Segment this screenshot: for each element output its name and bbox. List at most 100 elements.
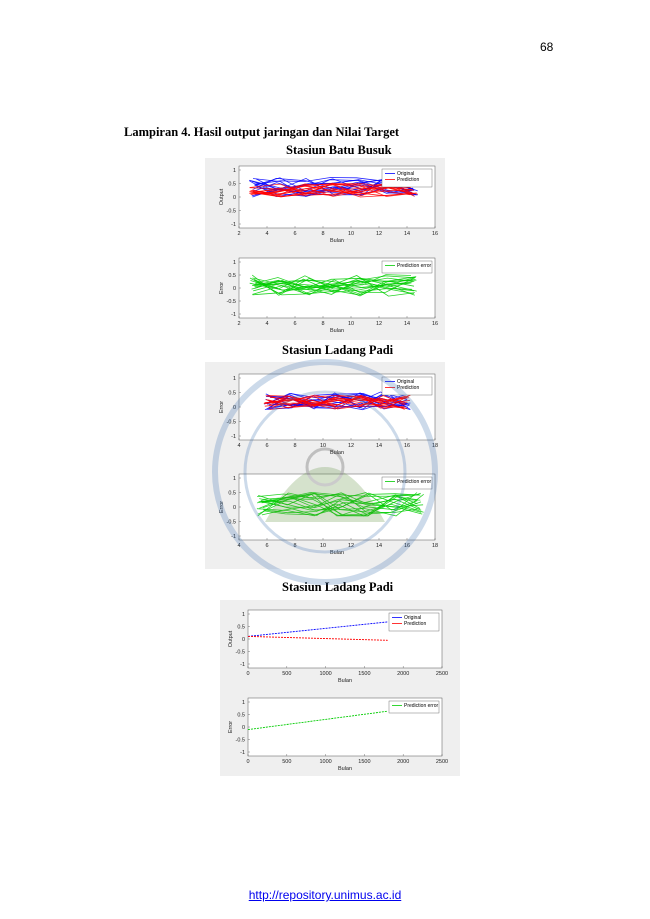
x-tick-label: 1000: [319, 759, 331, 765]
series-line: [249, 183, 411, 197]
section-title-ladang-padi-1: Stasiun Ladang Padi: [282, 343, 394, 357]
series-line: [261, 496, 418, 517]
y-tick-label: 1: [233, 168, 236, 174]
x-tick-label: 12: [348, 443, 354, 449]
y-tick-label: -0.5: [227, 299, 236, 305]
y-tick-label: 0: [233, 286, 236, 292]
x-tick-label: 12: [376, 231, 382, 237]
x-tick-label: 10: [348, 321, 354, 327]
legend-box: [381, 260, 433, 274]
x-tick-label: 4: [237, 543, 240, 549]
x-tick-label: 16: [404, 443, 410, 449]
x-tick-label: 6: [293, 231, 296, 237]
legend-entry: Prediction: [397, 385, 419, 391]
x-tick-label: 14: [404, 321, 410, 327]
page-number: 68: [540, 40, 554, 54]
x-tick-label: 12: [348, 543, 354, 549]
y-tick-label: -0.5: [227, 520, 236, 526]
y-axis-label: Output: [228, 630, 234, 647]
series-line: [268, 395, 405, 406]
series-line: [247, 710, 388, 731]
x-tick-label: 4: [237, 443, 240, 449]
x-tick-label: 10: [348, 231, 354, 237]
y-tick-label: -1: [240, 662, 245, 668]
x-tick-label: 14: [376, 543, 382, 549]
y-axis-label: Error: [219, 401, 225, 413]
series-line: [254, 274, 412, 289]
legend-entry: Original: [404, 615, 421, 621]
x-tick-label: 1500: [358, 759, 370, 765]
x-tick-label: 14: [376, 443, 382, 449]
series-line: [265, 395, 409, 409]
y-tick-label: 1: [242, 700, 245, 706]
y-axis-label: Error: [219, 282, 225, 294]
y-tick-label: 0.5: [228, 391, 236, 397]
x-tick-label: 4: [265, 231, 268, 237]
series-line: [249, 189, 414, 198]
x-tick-label: 6: [265, 543, 268, 549]
x-tick-label: 16: [404, 543, 410, 549]
series-line: [247, 621, 388, 637]
series-line: [255, 279, 416, 296]
x-tick-label: 6: [293, 321, 296, 327]
x-tick-label: 0: [246, 759, 249, 765]
section-title-batu-busuk: Stasiun Batu Busuk: [286, 143, 392, 157]
x-tick-label: 500: [282, 671, 291, 677]
y-tick-label: -0.5: [227, 420, 236, 426]
series-line: [270, 397, 408, 408]
x-tick-label: 8: [321, 321, 324, 327]
legend-entry: Prediction error: [404, 703, 439, 709]
series-line: [262, 492, 418, 516]
legend-entry: Original: [397, 171, 414, 177]
y-axis-label: Output: [219, 188, 225, 205]
series-line: [257, 492, 422, 517]
y-tick-label: 0: [233, 505, 236, 511]
series-line: [247, 635, 388, 641]
x-tick-label: 10: [320, 443, 326, 449]
x-tick-label: 2000: [397, 671, 409, 677]
y-tick-label: -0.5: [236, 738, 245, 744]
x-axis-label: Bulan: [330, 328, 344, 334]
x-tick-label: 2: [237, 321, 240, 327]
legend-box: [381, 476, 433, 490]
series-line: [254, 185, 412, 195]
y-axis-label: Error: [228, 721, 234, 733]
x-tick-label: 1000: [319, 671, 331, 677]
series-line: [252, 277, 415, 296]
x-tick-label: 10: [320, 543, 326, 549]
x-tick-label: 500: [282, 759, 291, 765]
figure-ladang-padi-2: 0 500 1000 1500 2000 2500 1 0.5 0 -0.5 -1 Bulan Outp…: [220, 600, 460, 776]
appendix-heading: Lampiran 4. Hasil output jaringan dan Ni…: [124, 125, 400, 139]
y-tick-label: 0: [233, 405, 236, 411]
legend-entry: Prediction error: [397, 479, 432, 485]
y-tick-label: 1: [233, 376, 236, 382]
series-line: [259, 491, 421, 509]
series-line: [256, 498, 422, 517]
x-axis-label: Bulan: [338, 766, 352, 772]
series-line: [263, 492, 421, 517]
series-line: [254, 278, 417, 295]
repository-link[interactable]: http://repository.unimus.ac.id: [248, 888, 402, 902]
x-tick-label: 2500: [436, 671, 448, 677]
y-axis-label: Error: [219, 501, 225, 513]
y-tick-label: -0.5: [227, 209, 236, 215]
series-line: [259, 493, 424, 517]
x-axis-label: Bulan: [338, 678, 352, 684]
series-line: [257, 492, 420, 504]
series-line: [260, 494, 421, 508]
x-tick-label: 4: [265, 321, 268, 327]
x-tick-label: 12: [376, 321, 382, 327]
x-tick-label: 8: [293, 543, 296, 549]
series-line: [261, 492, 420, 513]
figure-batu-busuk: 2 4 6 8 10 12 14 16 1 0.5 0 -0.5 -1 Bulan Output Origin…: [205, 158, 445, 340]
series-line: [255, 276, 417, 288]
y-tick-label: -1: [231, 312, 236, 318]
x-tick-label: 0: [246, 671, 249, 677]
y-tick-label: 0: [242, 725, 245, 731]
x-tick-label: 1500: [358, 671, 370, 677]
y-tick-label: 0: [242, 637, 245, 643]
figure-ladang-padi-2-svg: 0 500 1000 1500 2000 250010.50-0.5-1BulanOutp…: [228, 609, 448, 772]
x-tick-label: 8: [293, 443, 296, 449]
x-axis-label: Bulan: [330, 450, 344, 456]
y-tick-label: -1: [231, 534, 236, 540]
